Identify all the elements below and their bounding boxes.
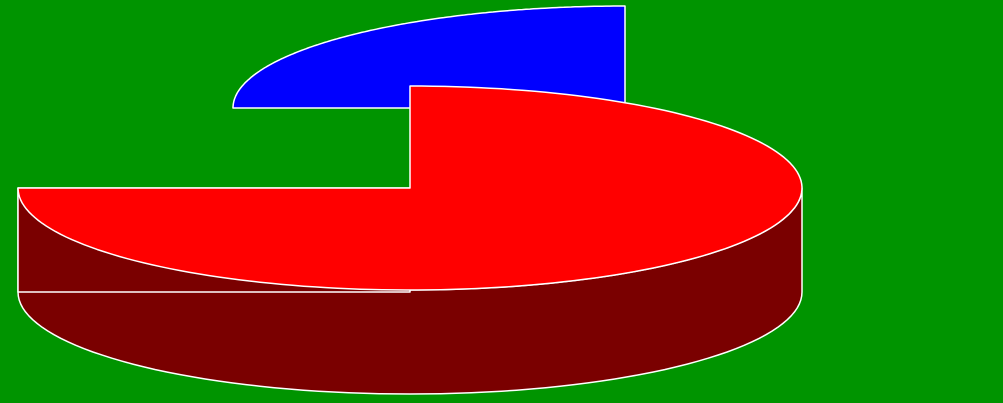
pie-slice-1	[17, 85, 803, 291]
pie-slice-2	[232, 5, 626, 109]
pie-slices	[17, 5, 803, 395]
